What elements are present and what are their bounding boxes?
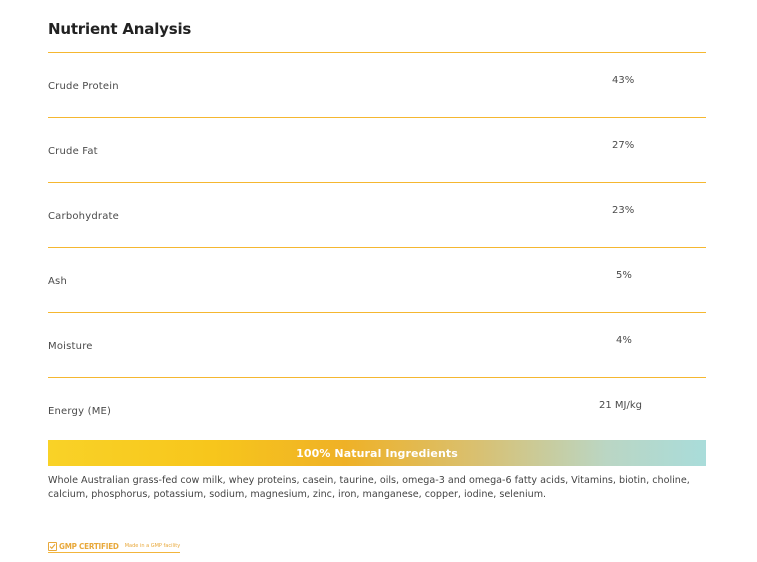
table-row: Ash 5% [48, 248, 706, 313]
banner-title: 100% Natural Ingredients [296, 446, 458, 460]
table-top-rule [48, 52, 706, 53]
nutrient-value: 4% [616, 335, 632, 346]
table-row: Crude Protein 43% [48, 53, 706, 118]
gmp-label: GMP CERTIFIED [59, 541, 119, 551]
nutrient-table: Crude Protein 43% Crude Fat 27% Carbohyd… [48, 52, 706, 442]
gmp-sublabel: Made in a GMP facility [124, 543, 181, 549]
table-row: Carbohydrate 23% [48, 183, 706, 248]
nutrient-value: 21 MJ/kg [599, 400, 642, 411]
nutrient-value: 23% [612, 205, 635, 216]
gmp-certified-badge: GMP CERTIFIED Made in a GMP facility [48, 540, 181, 553]
nutrient-label: Energy (ME) [48, 406, 112, 417]
nutrient-value: 5% [616, 270, 632, 281]
natural-ingredients-banner: 100% Natural Ingredients [48, 440, 706, 466]
nutrient-value: 27% [612, 140, 635, 151]
nutrient-label: Ash [48, 276, 67, 287]
nutrient-value: 43% [612, 75, 635, 86]
nutrient-label: Crude Protein [48, 81, 119, 92]
table-row: Energy (ME) 21 MJ/kg [48, 378, 706, 442]
check-box-icon [48, 541, 57, 551]
nutrient-label: Carbohydrate [48, 211, 120, 222]
section-title: Nutrient Analysis [48, 20, 192, 38]
nutrient-label: Crude Fat [48, 146, 98, 157]
table-row: Crude Fat 27% [48, 118, 706, 183]
table-row: Moisture 4% [48, 313, 706, 378]
ingredients-text: Whole Australian grass-fed cow milk, whe… [48, 475, 690, 500]
nutrient-label: Moisture [48, 341, 93, 352]
